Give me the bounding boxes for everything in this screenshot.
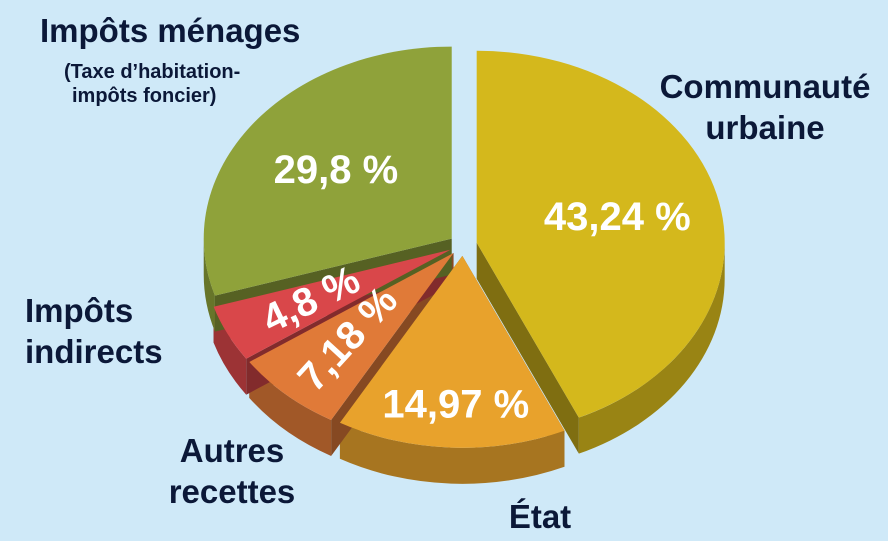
label-line: Communauté [660,68,871,105]
value-label: 43,24 % [544,195,691,239]
slice [339,255,565,448]
slice-side [249,361,332,456]
label-line: urbaine [705,109,824,146]
category-label: Communauté urbaine [660,68,871,146]
slice-side [339,422,565,484]
label-line: indirects [25,333,163,370]
slice [213,249,451,359]
slice [476,50,725,418]
category-label: État [509,498,571,535]
label-line: recettes [169,473,296,510]
slice-side [578,242,725,454]
value-label: 14,97 % [382,383,529,427]
annotation: (Taxe d’habitation- [64,61,240,83]
category-label: Impôts ménages [40,12,300,49]
annotation: impôts foncier) [72,85,216,107]
slice [249,252,454,420]
value-label: 29,8 % [274,148,399,192]
category-label: Impôts indirects [25,292,163,370]
slice-wall [476,242,579,454]
slice-side [203,238,215,332]
label-line: Autres [180,432,285,469]
label-line: Impôts [25,292,133,329]
slice [203,46,452,296]
category-label: Autres recettes [169,432,296,510]
